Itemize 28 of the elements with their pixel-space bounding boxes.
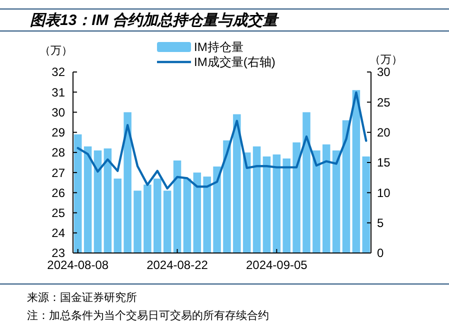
y-tick-label: 30: [52, 105, 66, 120]
y-tick-label: 25: [52, 206, 66, 220]
x-tick-label: 2024-08-22: [146, 258, 208, 272]
line-series: [76, 91, 368, 190]
x-tick-label: 2024-08-08: [47, 258, 109, 272]
y-tick-label: 29: [52, 126, 66, 140]
y-axis-title: （万）: [40, 45, 72, 57]
y-tick-label: 32: [52, 65, 66, 80]
legend-label: IM成交量(右轴): [194, 55, 276, 70]
y2-tick-label: 30: [377, 65, 391, 80]
y2-tick-label: 5: [377, 216, 384, 230]
source-note: 来源：国金证券研究所: [27, 291, 137, 304]
y-tick-label: 27: [52, 166, 66, 180]
y2-tick-label: 25: [377, 95, 391, 110]
text: 注：加总条件为当个交易日可交易的所有存续合约: [27, 309, 269, 322]
y-tick-label: 31: [52, 85, 66, 100]
y-tick-label: 28: [52, 146, 66, 160]
y-tick-label: 26: [52, 186, 66, 200]
y-tick-label: 24: [52, 226, 66, 240]
y2-tick-label: 0: [377, 246, 384, 260]
y-tick-label: 23: [52, 246, 66, 260]
y2-axis-title: （万）: [370, 54, 402, 66]
chart-title: 图表13：IM 合约加总持仓量与成交量: [30, 11, 280, 29]
y2-tick-label: 20: [377, 126, 391, 140]
y2-tick-label: 10: [377, 186, 391, 200]
x-tick-label: 2024-09-05: [246, 258, 308, 272]
y2-tick-label: 15: [377, 156, 391, 170]
legend-label: IM持仓量: [194, 40, 244, 54]
